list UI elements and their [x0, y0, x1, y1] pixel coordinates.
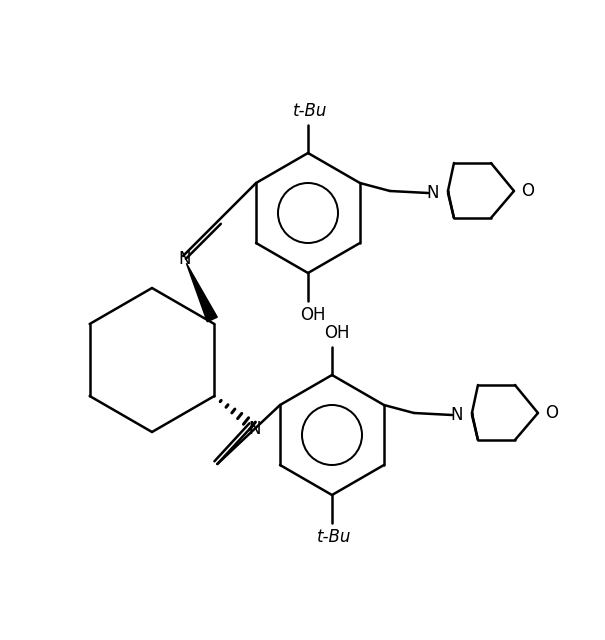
- Text: O: O: [546, 404, 558, 422]
- Text: N: N: [427, 184, 439, 202]
- Text: OH: OH: [300, 306, 325, 324]
- Text: O: O: [522, 182, 534, 200]
- Text: N: N: [451, 406, 463, 424]
- Text: N: N: [179, 250, 191, 268]
- Text: t-Bu: t-Bu: [293, 102, 327, 120]
- Text: t-Bu: t-Bu: [317, 528, 351, 546]
- Text: OH: OH: [324, 324, 350, 342]
- Polygon shape: [186, 263, 217, 322]
- Text: N: N: [248, 420, 261, 438]
